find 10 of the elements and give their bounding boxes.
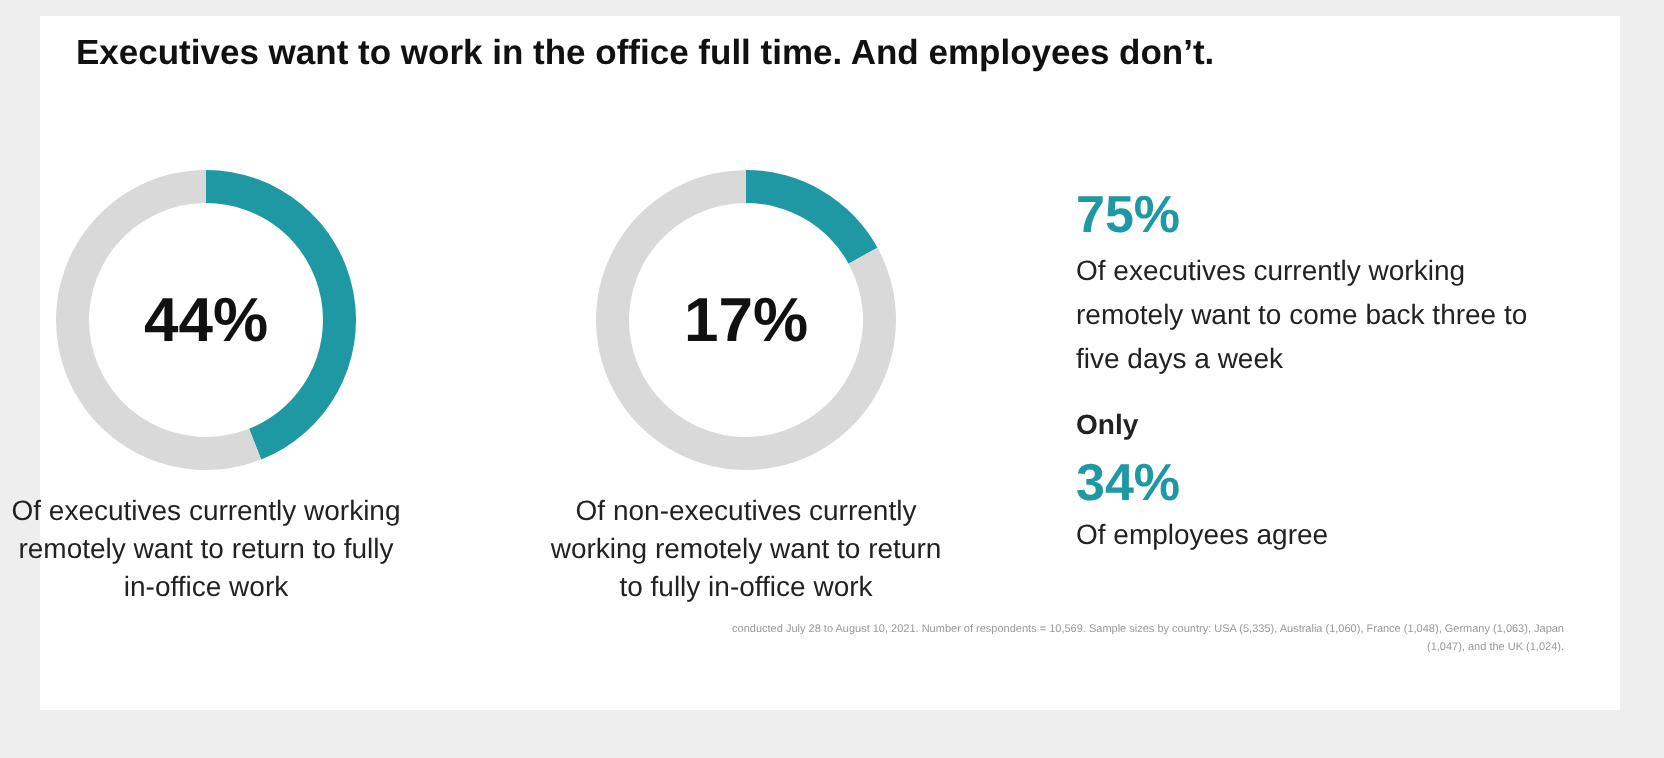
text: 75%: [1076, 184, 1183, 244]
text: Of employees agree: [1076, 516, 1331, 554]
text: Of executives currently working remotely want to return to fully in-office work: [9, 492, 403, 606]
text: 34%: [1076, 452, 1183, 512]
text: Of non-executives currently working remotely want to return to fully in-office work: [548, 492, 944, 606]
text: Only: [1076, 406, 1141, 444]
text: Executives want to work in the office full time. And employees don’t.: [76, 32, 1215, 74]
data-label: 44%: [143, 285, 269, 355]
data-label: 17%: [683, 285, 809, 355]
text: Of executives currently working remotely want to come back three to five days a week: [1076, 252, 1530, 378]
